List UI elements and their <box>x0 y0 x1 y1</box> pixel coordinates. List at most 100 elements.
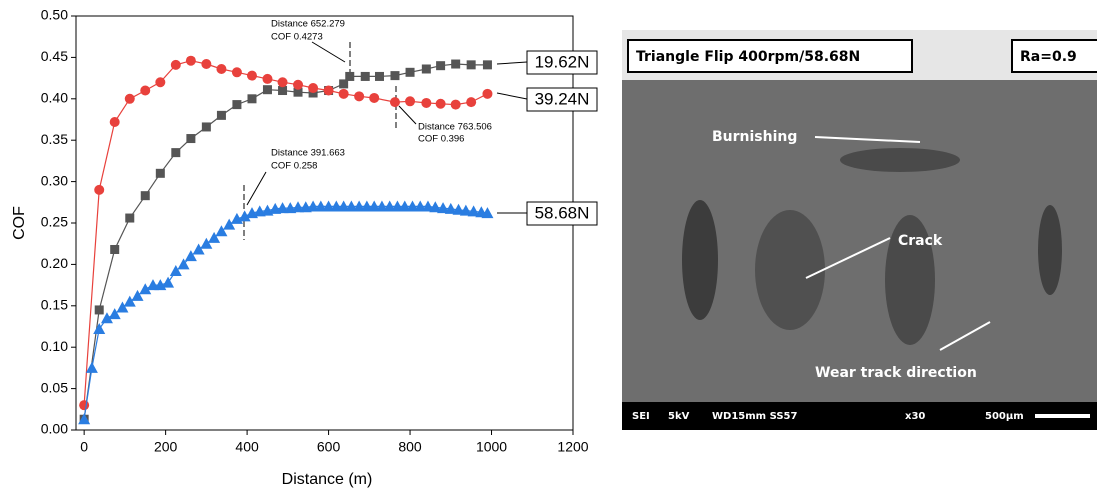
marker <box>405 67 415 77</box>
callout-line <box>496 61 528 65</box>
marker <box>100 312 113 324</box>
image-title: Triangle Flip 400rpm/58.68N <box>636 49 860 65</box>
x-tick-label: 800 <box>398 439 422 455</box>
series-callouts: 19.62N 39.24N 58.68N <box>496 50 598 226</box>
y-axis-label: COF <box>11 206 28 240</box>
marker <box>177 258 190 270</box>
marker <box>223 218 236 230</box>
marker <box>276 202 289 214</box>
marker <box>421 97 432 108</box>
marker <box>216 63 227 74</box>
annotation: Distance 763.506 <box>418 122 492 133</box>
y-tick-label: 0.25 <box>41 214 68 230</box>
annotations: Distance 652.279 COF 0.4273 Distance 763… <box>271 19 492 172</box>
roughness: Ra=0.9 <box>1020 49 1077 65</box>
marker <box>398 200 411 212</box>
marker <box>201 59 212 70</box>
arrow <box>246 171 267 206</box>
marker <box>406 200 419 212</box>
marker <box>451 59 461 69</box>
marker <box>467 205 480 217</box>
marker <box>247 94 257 104</box>
series-line <box>83 63 488 420</box>
marker <box>369 92 380 103</box>
marker <box>192 243 205 255</box>
marker <box>140 191 150 201</box>
legend-label: 58.68N <box>535 203 590 222</box>
marker <box>262 85 272 95</box>
annotation: COF 0.4273 <box>271 32 323 43</box>
marker <box>208 231 221 243</box>
marker <box>337 200 350 212</box>
x-axis-label: Distance (m) <box>282 471 373 488</box>
marker <box>314 200 327 212</box>
marker <box>123 295 136 307</box>
marker <box>429 201 442 213</box>
y-tick-label: 0.20 <box>41 255 68 271</box>
y-tick-label: 0.30 <box>41 172 68 188</box>
marker <box>184 250 197 262</box>
y-tick-label: 0.40 <box>41 90 68 106</box>
y-tick-label: 0.35 <box>41 131 68 147</box>
marker <box>155 168 165 178</box>
marker <box>238 210 251 222</box>
marker <box>389 97 400 108</box>
marker <box>78 413 91 425</box>
footer-text: WD15mm SS57 <box>712 411 797 422</box>
marker <box>169 265 182 277</box>
callout-line <box>496 92 528 100</box>
marker <box>338 88 349 99</box>
wear-feature <box>840 148 960 172</box>
arrow <box>939 321 991 351</box>
y-tick-label: 0.15 <box>41 297 68 313</box>
footer-text: 5kV <box>668 411 690 422</box>
x-tick-label: 400 <box>235 439 259 455</box>
marker <box>339 79 349 89</box>
marker <box>345 200 358 212</box>
marker <box>307 200 320 212</box>
legend-label: 39.24N <box>535 89 590 108</box>
marker <box>277 77 288 88</box>
annotation: Distance 652.279 <box>271 19 345 30</box>
y-tick-label: 0.10 <box>41 338 68 354</box>
marker <box>79 400 90 411</box>
marker <box>231 67 242 78</box>
marker <box>421 200 434 212</box>
marker <box>482 88 493 99</box>
marker <box>262 73 273 84</box>
arrow <box>814 136 921 143</box>
wear-feature <box>885 215 935 345</box>
marker <box>200 237 213 249</box>
marker <box>322 200 335 212</box>
footer-text: x30 <box>905 411 925 422</box>
marker <box>437 202 450 214</box>
callout-box <box>526 201 598 226</box>
callout-box <box>526 50 598 75</box>
image-label: Wear track direction <box>815 365 977 381</box>
marker <box>323 85 334 96</box>
image-label: Burnishing <box>712 129 797 145</box>
sem-image: Triangle Flip 400rpm/58.68N Ra=0.9 Burni… <box>622 30 1097 430</box>
title-box <box>627 39 913 73</box>
arrow <box>398 105 417 125</box>
marker <box>374 71 384 81</box>
marker <box>278 86 288 96</box>
y-tick-label: 0.00 <box>41 421 68 437</box>
x-tick-label: 0 <box>80 439 88 455</box>
marker <box>421 64 431 74</box>
marker <box>186 134 196 144</box>
ra-box <box>1011 39 1097 73</box>
marker <box>215 225 228 237</box>
x-tick-label: 1200 <box>557 439 588 455</box>
marker <box>170 59 181 70</box>
marker <box>481 207 494 219</box>
marker <box>444 202 457 214</box>
arrow <box>311 41 346 63</box>
marker <box>232 100 242 110</box>
marker <box>216 110 226 120</box>
marker <box>116 301 129 313</box>
marker <box>368 200 381 212</box>
x-tick-label: 600 <box>317 439 341 455</box>
marker <box>450 99 461 110</box>
